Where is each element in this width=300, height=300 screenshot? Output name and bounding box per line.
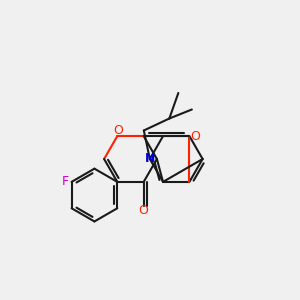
Text: O: O — [190, 130, 200, 142]
Text: N: N — [145, 152, 155, 165]
Text: O: O — [138, 204, 148, 217]
Text: F: F — [61, 176, 68, 188]
Text: O: O — [113, 124, 123, 137]
